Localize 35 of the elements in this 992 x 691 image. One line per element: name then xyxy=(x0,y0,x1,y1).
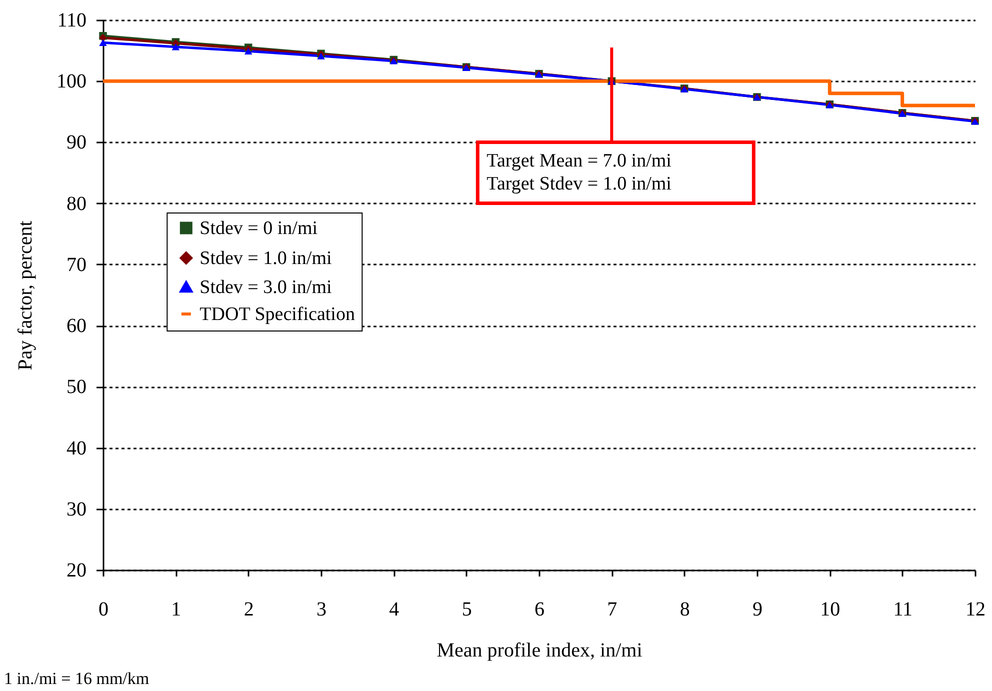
y-tick-label: 40 xyxy=(66,437,86,460)
x-tick-label: 9 xyxy=(752,598,762,620)
text: 1 in./mi = 16 mm/km xyxy=(4,669,150,688)
x-tick-label: 11 xyxy=(893,598,912,620)
x-tick-label: 5 xyxy=(462,598,472,620)
legend-label: TDOT Specification xyxy=(200,304,356,325)
point xyxy=(99,39,107,46)
x-tick-label: 3 xyxy=(316,598,326,620)
legend-label: Stdev = 1.0 in/mi xyxy=(200,248,332,269)
point xyxy=(317,52,325,60)
x-tick-label: 6 xyxy=(534,598,544,620)
y-tick-label: 50 xyxy=(66,376,86,398)
y-tick-label: 90 xyxy=(66,132,86,154)
x-tick-label: 12 xyxy=(966,598,986,620)
y-tick-label: 70 xyxy=(66,254,86,276)
x-axis-title: Mean profile index, in/mi xyxy=(436,640,643,662)
x-tick-label: 0 xyxy=(98,598,108,620)
legend-label: Stdev = 0 in/mi xyxy=(200,218,318,239)
x-tick-label: 4 xyxy=(389,598,400,620)
legend-label: Stdev = 3.0 in/mi xyxy=(200,277,332,298)
x-tick-label: 7 xyxy=(607,598,618,620)
y-axis-title: Pay factor, percent xyxy=(14,220,36,370)
point xyxy=(172,44,180,50)
x-tick-label: 8 xyxy=(680,598,690,620)
x-tick-label: 1 xyxy=(171,598,182,620)
y-tick-label: 30 xyxy=(66,498,86,520)
y-tick-label: 80 xyxy=(66,192,86,215)
x-tick-label: 2 xyxy=(244,598,254,620)
ref-line-label: Target Mean = 7.0 in/mi Target Stdev = 1.0 in/mi xyxy=(486,150,672,195)
x-tick-label: 10 xyxy=(820,598,840,620)
y-tick-label: 60 xyxy=(66,315,86,338)
y-tick-label: 110 xyxy=(57,10,86,32)
point xyxy=(244,48,252,55)
y-tick-label: 20 xyxy=(66,560,86,582)
y-tick-label: 100 xyxy=(56,70,86,93)
